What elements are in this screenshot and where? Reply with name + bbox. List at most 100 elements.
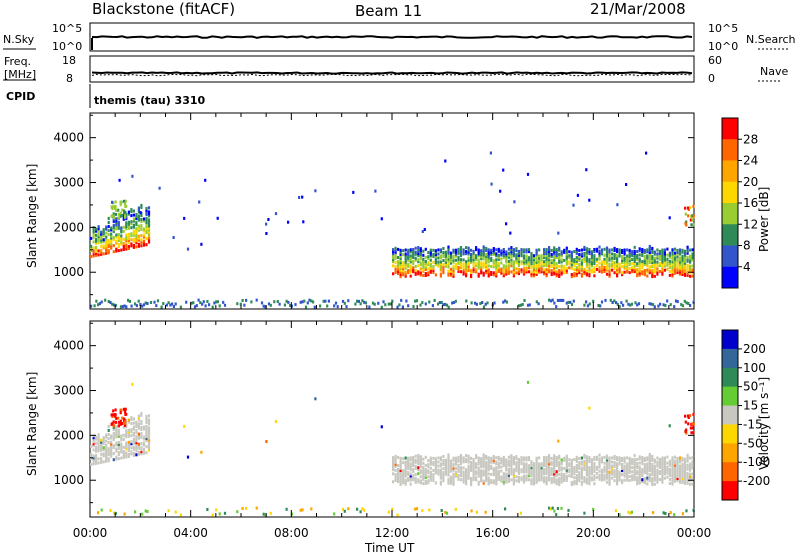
echo-cell: [492, 247, 495, 250]
echo-cell: [543, 458, 546, 462]
echo-cell: [646, 270, 649, 274]
echo-cell: [407, 460, 410, 464]
echo-cell: [658, 251, 661, 255]
echo-cell: [132, 427, 135, 431]
echo-cell: [128, 299, 131, 303]
echo-cell: [678, 458, 682, 462]
echo-cell: [267, 218, 270, 221]
echo-cell: [132, 213, 135, 217]
echo-cell: [487, 478, 490, 482]
echo-cell: [550, 265, 553, 268]
echo-cell: [553, 256, 556, 260]
echo-cell: [432, 475, 435, 478]
echo-cell: [585, 467, 588, 471]
echo-cell: [174, 510, 177, 514]
echo-cell: [525, 456, 528, 460]
colorbar-frame: [721, 329, 739, 501]
echo-cell: [449, 273, 453, 277]
echo-cell: [646, 464, 649, 468]
echo-cell: [397, 247, 400, 251]
echo-cell: [588, 406, 591, 410]
echo-cell: [543, 264, 546, 268]
echo-cell: [673, 261, 677, 265]
echo-cell: [124, 410, 127, 414]
echo-cell: [616, 250, 619, 254]
echo-cell: [356, 507, 359, 511]
echo-cell: [112, 216, 116, 220]
echo-cell: [613, 463, 616, 466]
echo-cell: [661, 462, 664, 466]
echo-cell: [147, 422, 151, 426]
echo-cell: [392, 252, 395, 256]
echo-cell: [567, 300, 570, 304]
echo-cell: [439, 260, 442, 264]
echo-cell: [487, 472, 490, 476]
echo-cell: [653, 472, 656, 476]
echo-cell: [92, 230, 95, 234]
echo-cell: [265, 440, 268, 443]
beam-title: Beam 11: [355, 2, 422, 20]
echo-cell: [661, 456, 664, 460]
echo-cell: [525, 254, 528, 258]
echo-cell: [532, 268, 536, 272]
echo-cell: [532, 270, 536, 274]
echo-cell: [631, 252, 634, 256]
echo-cell: [480, 263, 483, 267]
echo-cell: [422, 477, 425, 481]
echo-cell: [543, 250, 546, 254]
echo-cell: [656, 252, 659, 256]
echo-cell: [95, 245, 98, 249]
echo-cell: [653, 458, 656, 462]
echo-cell: [595, 259, 599, 263]
echo-cell: [673, 473, 677, 477]
echo-cell: [520, 470, 523, 474]
echo-cell: [102, 240, 105, 244]
echo-cell: [399, 458, 402, 462]
echo-cell: [442, 473, 445, 477]
echo-cell: [671, 254, 674, 258]
echo-cell: [419, 465, 422, 469]
echo-cell: [683, 249, 687, 253]
echo-cell: [114, 511, 117, 515]
echo-cell: [583, 455, 586, 459]
echo-cell: [515, 475, 518, 479]
echo-cell: [264, 305, 267, 309]
echo-cell: [487, 250, 490, 254]
echo-cell: [492, 265, 495, 269]
echo-cell: [102, 454, 105, 458]
echo-cell: [691, 460, 694, 464]
echo-cell: [530, 256, 533, 260]
echo-cell: [648, 477, 651, 481]
echo-cell: [409, 458, 412, 462]
echo-cell: [651, 271, 654, 275]
echo-cell: [686, 459, 689, 463]
echo-cell: [107, 441, 110, 445]
echo-cell: [530, 472, 533, 476]
echo-cell: [495, 252, 498, 256]
echo-cell: [444, 250, 447, 254]
echo-cell: [600, 300, 604, 304]
echo-cell: [605, 460, 609, 464]
echo-cell: [530, 470, 533, 474]
echo-cell: [631, 266, 634, 270]
echo-cell: [600, 474, 604, 478]
echo-cell: [603, 461, 606, 465]
echo-cell: [470, 462, 473, 466]
echo-cell: [223, 303, 227, 307]
echo-cell: [611, 248, 614, 252]
echo-cell: [638, 249, 641, 253]
echo-cell: [454, 460, 458, 464]
echo-cell: [402, 475, 405, 479]
echo-cell: [97, 435, 100, 439]
echo-cell: [434, 257, 437, 261]
echo-cell: [117, 226, 120, 230]
echo-cell: [480, 261, 483, 265]
echo-cell: [429, 262, 432, 266]
echo-cell: [502, 272, 505, 276]
echo-cell: [611, 460, 614, 464]
echo-cell: [613, 257, 616, 260]
echo-cell: [608, 476, 611, 480]
echo-cell: [487, 458, 490, 462]
echo-cell: [457, 478, 460, 481]
echo-cell: [115, 219, 118, 223]
